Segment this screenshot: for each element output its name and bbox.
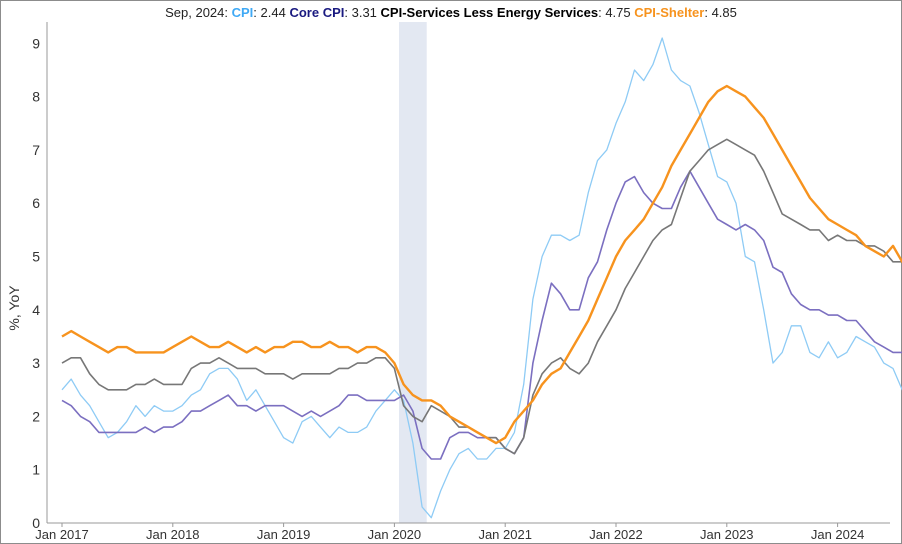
x-tick-label: Jan 2021 xyxy=(478,527,532,542)
series-line-3 xyxy=(61,84,902,445)
series-line-1 xyxy=(61,170,902,460)
y-tick-label: 1 xyxy=(32,462,40,478)
y-tick-label: 5 xyxy=(32,249,40,265)
legend: Sep, 2024: CPI: 2.44 Core CPI: 3.31 CPI-… xyxy=(165,5,737,20)
y-tick-label: 4 xyxy=(32,302,40,318)
x-tick-label: Jan 2022 xyxy=(589,527,643,542)
legend-shelter-name: CPI-Shelter xyxy=(634,5,705,20)
y-tick-label: 6 xyxy=(32,195,40,211)
y-tick-label: 2 xyxy=(32,408,40,424)
y-tick-label: 9 xyxy=(32,35,40,51)
y-tick-label: 8 xyxy=(32,89,40,105)
y-tick-label: 0 xyxy=(32,515,40,531)
x-tick-label: Jan 2024 xyxy=(811,527,865,542)
y-tick-label: 7 xyxy=(32,142,40,158)
x-tick-label: Jan 2017 xyxy=(35,527,89,542)
legend-cpi-value: 2.44 xyxy=(260,5,286,20)
legend-shelter-value: 4.85 xyxy=(711,5,737,20)
series-line-0 xyxy=(61,37,902,519)
legend-services-name: CPI-Services Less Energy Services xyxy=(380,5,599,20)
x-tick-label: Jan 2019 xyxy=(257,527,311,542)
legend-core-cpi-name: Core CPI xyxy=(289,5,345,20)
recession-band xyxy=(399,22,427,523)
legend-date: Sep, 2024 xyxy=(165,5,225,20)
x-tick-label: Jan 2020 xyxy=(368,527,422,542)
legend-cpi-name: CPI xyxy=(231,5,254,20)
legend-services-value: 4.75 xyxy=(605,5,631,20)
x-tick-label: Jan 2018 xyxy=(146,527,200,542)
x-tick-label: Jan 2023 xyxy=(700,527,754,542)
legend-core-cpi-value: 3.31 xyxy=(351,5,377,20)
series-line-2 xyxy=(61,138,902,455)
y-tick-label: 3 xyxy=(32,355,40,371)
